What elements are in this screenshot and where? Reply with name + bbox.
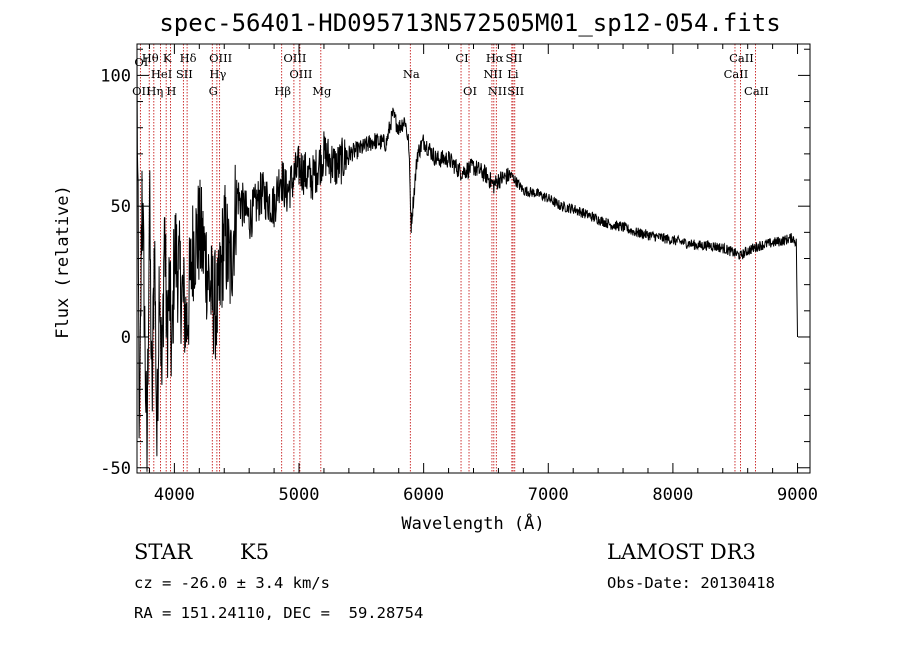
spectral-line-label: SII bbox=[176, 67, 193, 81]
y-tick-label: 0 bbox=[121, 328, 131, 348]
spectral-line-label: Hδ bbox=[180, 51, 197, 65]
spectral-line-label: OIII bbox=[283, 51, 306, 65]
spectral-line-label: OI bbox=[134, 55, 148, 69]
flux-series-line bbox=[136, 57, 798, 472]
spectral-line-label: Na bbox=[403, 67, 420, 81]
y-tick-label: 100 bbox=[100, 66, 131, 86]
spectral-line-label: Hη bbox=[146, 84, 163, 98]
survey-name: LAMOST DR3 bbox=[607, 540, 756, 564]
chart-title: spec-56401-HD095713N572505M01_sp12-054.f… bbox=[159, 9, 780, 37]
spectral-line-label: OIII bbox=[289, 67, 312, 81]
y-axis-label: Flux (relative) bbox=[53, 185, 73, 339]
spectral-line-label: Hθ bbox=[142, 51, 159, 65]
spectral-line-label: CaII bbox=[729, 51, 754, 65]
spectral-line-label: HeI bbox=[151, 67, 172, 81]
redshift-cz: cz = -26.0 ± 3.4 km/s bbox=[134, 574, 330, 592]
spectral-line-label: Hγ bbox=[209, 67, 226, 81]
plot-frame bbox=[136, 43, 811, 474]
spectral-line-label: OI bbox=[463, 84, 477, 98]
spectral-line-label: SII bbox=[507, 84, 524, 98]
spectral-line-label: Li bbox=[507, 67, 519, 81]
y-tick-label: 50 bbox=[111, 197, 131, 217]
spectral-line-label: H bbox=[166, 84, 176, 98]
x-axis-ticks: 4000 5000 6000 7000 8000 9000 bbox=[148, 44, 818, 505]
x-tick-label: 7000 bbox=[528, 485, 569, 505]
coordinates: RA = 151.24110, DEC = 59.28754 bbox=[134, 604, 424, 622]
y-axis-ticks: -50 0 50 100 bbox=[100, 48, 810, 479]
observation-date: Obs-Date: 20130418 bbox=[607, 574, 775, 592]
x-tick-label: 8000 bbox=[652, 485, 693, 505]
spectral-line-label: CI bbox=[455, 51, 468, 65]
x-axis-label: Wavelength (Å) bbox=[401, 512, 544, 534]
object-class: STAR bbox=[134, 540, 193, 564]
y-tick-label: -50 bbox=[100, 459, 131, 479]
x-tick-label: 6000 bbox=[403, 485, 444, 505]
spectral-line-label: OIII bbox=[209, 51, 232, 65]
spectral-line-label: NII bbox=[488, 84, 507, 98]
spectral-line-label: NII bbox=[483, 67, 502, 81]
spectral-line-label: CaII bbox=[744, 84, 769, 98]
spectral-line-label: Mg bbox=[312, 84, 332, 98]
spectral-line-label: SII bbox=[506, 51, 523, 65]
spectral-line-label: Hα bbox=[486, 51, 504, 65]
spectral-line-label: Hβ bbox=[274, 84, 291, 98]
spectral-line-label: K bbox=[163, 51, 172, 65]
spectral-line-label: CaII bbox=[724, 67, 749, 81]
x-tick-label: 4000 bbox=[154, 485, 195, 505]
spectral-line-label: G bbox=[209, 84, 218, 98]
x-tick-label: 5000 bbox=[279, 485, 320, 505]
object-subclass: K5 bbox=[240, 540, 270, 564]
x-tick-label: 9000 bbox=[777, 485, 818, 505]
